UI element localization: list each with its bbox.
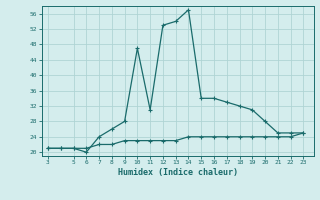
X-axis label: Humidex (Indice chaleur): Humidex (Indice chaleur) [118, 168, 237, 177]
